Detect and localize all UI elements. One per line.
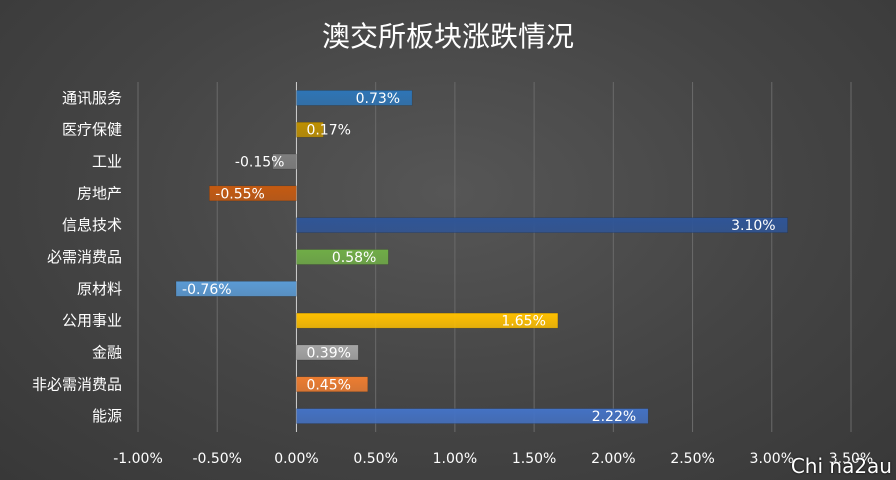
bar (296, 312, 559, 329)
category-label: 能源 (92, 407, 122, 425)
bars (175, 90, 788, 424)
x-tick-label: 2.00% (591, 451, 635, 467)
value-label: -0.76% (182, 282, 232, 298)
value-label: 0.58% (332, 250, 376, 266)
value-label: 0.73% (356, 91, 400, 107)
category-label: 信息技术 (62, 216, 122, 234)
bar (175, 281, 297, 297)
category-label: 房地产 (77, 184, 122, 202)
x-tick-label: -0.50% (192, 451, 242, 467)
bar (296, 90, 413, 106)
value-label: 2.22% (592, 409, 636, 425)
category-label: 医疗保健 (62, 121, 122, 139)
bar (296, 249, 389, 265)
category-label: 公用事业 (62, 312, 122, 330)
bar (296, 408, 649, 424)
category-label: 通讯服务 (62, 89, 122, 107)
x-tick-label: 1.50% (512, 451, 556, 467)
value-label: 0.39% (306, 345, 350, 361)
value-label: 3.10% (731, 218, 775, 234)
bar (296, 344, 359, 361)
value-label: 0.45% (306, 377, 350, 393)
category-label: 原材料 (77, 280, 122, 298)
value-labels: 0.73% 0.17% -0.15% -0.55% 3.10% 0.58% -0.76% 1.… (182, 91, 776, 425)
value-label: -0.55% (215, 186, 265, 202)
x-tick-label: 2.50% (670, 451, 714, 467)
watermark: Chi na2au (790, 454, 892, 478)
chart-title: 澳交所板块涨跌情况 (322, 20, 574, 53)
x-tick-label: 1.00% (433, 451, 477, 467)
x-tick-label: 0.50% (353, 451, 397, 467)
category-label: 工业 (92, 153, 122, 171)
category-label: 非必需消费品 (32, 375, 122, 393)
bar (296, 217, 788, 233)
x-tick-label: 3.00% (750, 451, 794, 467)
category-label: 金融 (92, 343, 122, 361)
category-label: 必需消费品 (47, 248, 122, 266)
x-tick-label: -1.00% (113, 451, 163, 467)
value-label: -0.15% (235, 155, 285, 171)
gridlines (137, 82, 852, 432)
x-tick-label: 3.50% (829, 451, 873, 467)
value-label: 0.17% (306, 123, 350, 139)
value-label: 1.65% (501, 314, 545, 330)
bar (296, 121, 324, 138)
bar (209, 185, 297, 202)
x-tick-label: 0.00% (274, 451, 318, 467)
bar (272, 153, 297, 170)
bar (296, 376, 368, 393)
x-tick-labels: -1.00% -0.50% 0.00% 0.50% 1.00% 1.50% 2.00% 2.5… (113, 451, 873, 467)
